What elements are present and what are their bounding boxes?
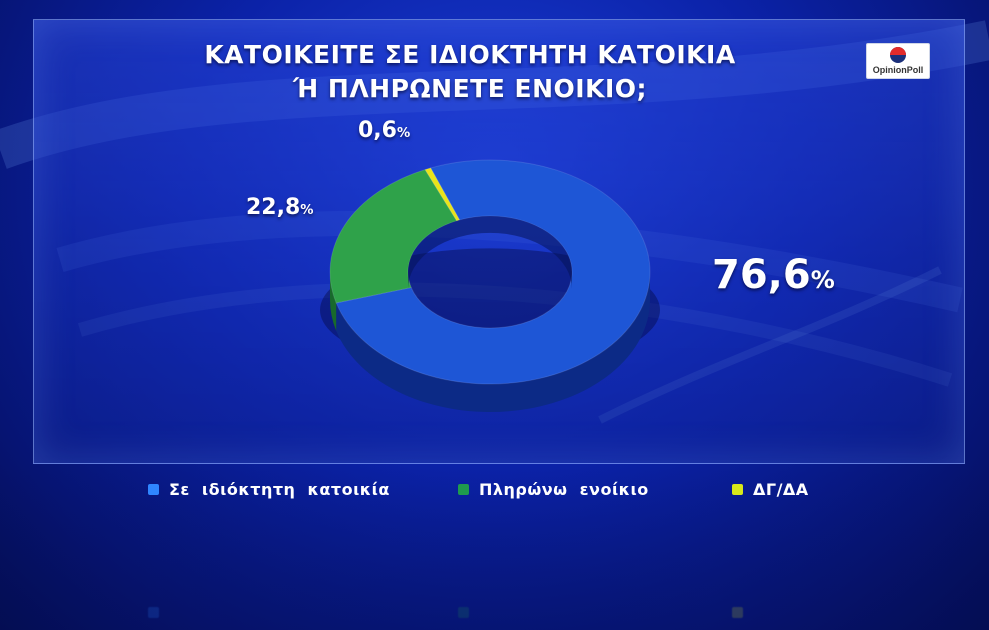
chart-legend: Σε ιδιόκτητη κατοικία Πληρώνω ενοίκιο ΔΓ… — [0, 480, 989, 504]
legend-reflection — [0, 594, 989, 618]
reflection-swatch-owned — [148, 607, 159, 618]
legend-label-owned: Σε ιδιόκτητη κατοικία — [169, 480, 390, 499]
chart-title: ΚΑΤΟΙΚΕΙΤΕ ΣΕ ΙΔΙΟΚΤΗΤΗ ΚΑΤΟΙΚΙΑ Ή ΠΛΗΡΩ… — [180, 38, 760, 106]
reflection-dkna — [732, 607, 753, 618]
chart-title-line-1: ΚΑΤΟΙΚΕΙΤΕ ΣΕ ΙΔΙΟΚΤΗΤΗ ΚΑΤΟΙΚΙΑ — [204, 40, 736, 69]
chart-title-line-2: Ή ΠΛΗΡΩΝΕΤΕ ΕΝΟΙΚΙΟ; — [292, 74, 647, 103]
data-label-rent-value: 22,8 — [246, 195, 301, 220]
legend-item-dkna: ΔΓ/ΔΑ — [732, 480, 809, 499]
data-label-rent-unit: % — [300, 203, 314, 218]
donut-wall-owned — [336, 272, 650, 412]
donut-slice-dkna — [424, 167, 461, 222]
reflection-owned — [148, 607, 169, 618]
reflection-rent — [458, 607, 479, 618]
donut-hole-wall — [408, 216, 572, 289]
data-label-dkna-value: 0,6 — [358, 118, 397, 143]
legend-item-owned: Σε ιδιόκτητη κατοικία — [148, 480, 390, 499]
logo-mark-icon — [890, 47, 906, 63]
data-label-owned: 76,6% — [712, 252, 835, 298]
legend-swatch-owned — [148, 484, 159, 495]
donut-wall-rent — [330, 272, 337, 331]
reflection-swatch-dkna — [732, 607, 743, 618]
legend-label-dkna: ΔΓ/ΔΑ — [753, 480, 809, 499]
legend-item-rent: Πληρώνω ενοίκιο — [458, 480, 649, 499]
data-label-dkna: 0,6% — [358, 118, 410, 143]
data-label-dkna-unit: % — [396, 126, 411, 141]
floor-shadow — [0, 462, 989, 630]
legend-swatch-dkna — [732, 484, 743, 495]
logo-text: OpinionPoll — [872, 65, 924, 75]
legend-swatch-rent — [458, 484, 469, 495]
data-label-owned-value: 76,6 — [712, 252, 811, 298]
legend-label-rent: Πληρώνω ενοίκιο — [479, 480, 649, 499]
reflection-swatch-rent — [458, 607, 469, 618]
data-label-owned-unit: % — [810, 266, 835, 294]
data-label-rent: 22,8% — [246, 195, 314, 220]
opinionpoll-logo: OpinionPoll — [866, 43, 930, 79]
